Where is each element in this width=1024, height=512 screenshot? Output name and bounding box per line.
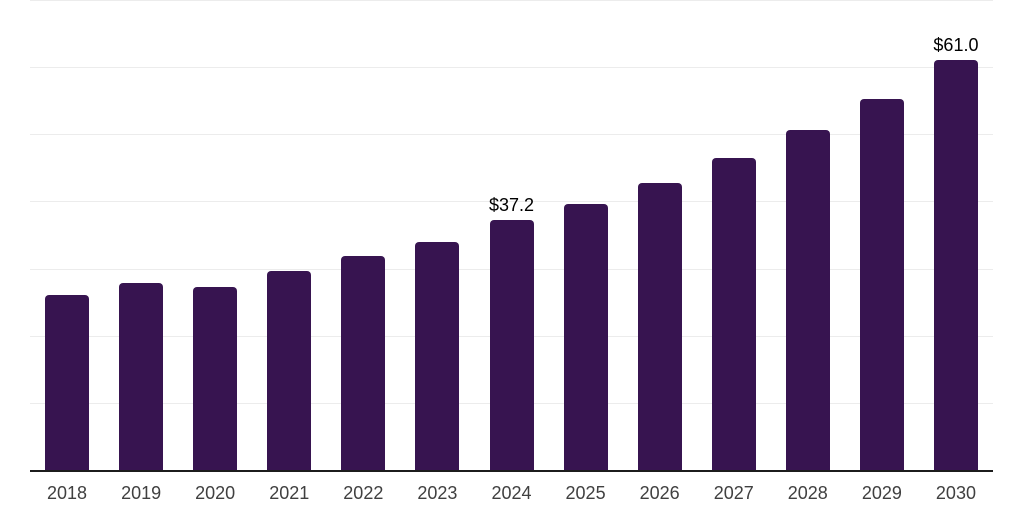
gridline-50 — [30, 134, 993, 136]
x-axis: 2018 2019 2020 2021 2022 2023 2024 2025 2026 2027… — [30, 483, 993, 507]
data-label-2024: $37.2 — [488, 195, 535, 216]
x-tick-label-2020: 2020 — [195, 483, 236, 503]
bar-2022 — [341, 255, 386, 470]
bar-2023 — [415, 241, 460, 470]
x-tick-label-2028: 2028 — [787, 483, 828, 503]
bar-2020 — [193, 287, 238, 470]
x-tick-label-2024: 2024 — [491, 483, 532, 503]
plot-area: $37.2 $61.0 — [30, 0, 993, 472]
x-tick-label-2023: 2023 — [417, 483, 458, 503]
bar-2018 — [45, 295, 90, 470]
x-tick-label-2022: 2022 — [343, 483, 384, 503]
data-label-2030: $61.0 — [933, 35, 979, 56]
bar-2024 — [489, 220, 534, 470]
gridline-70 — [30, 0, 993, 1]
gridline-40 — [30, 201, 993, 203]
x-tick-label-2027: 2027 — [713, 483, 754, 503]
bar-2019 — [119, 282, 164, 470]
x-tick-label-2029: 2029 — [861, 483, 902, 503]
x-tick-label-2018: 2018 — [47, 483, 88, 503]
bar-2026 — [637, 182, 682, 470]
x-tick-label-2019: 2019 — [121, 483, 162, 503]
bar-2030 — [933, 60, 978, 470]
x-tick-label-2030: 2030 — [935, 483, 976, 503]
gridline-60 — [30, 67, 993, 69]
x-tick-label-2026: 2026 — [639, 483, 680, 503]
x-tick-label-2021: 2021 — [269, 483, 310, 503]
bar-2029 — [859, 99, 904, 470]
bar-2025 — [563, 204, 608, 470]
x-tick-label-2025: 2025 — [565, 483, 606, 503]
bar-2028 — [785, 129, 830, 470]
bar-2021 — [267, 271, 312, 470]
bar-2027 — [711, 158, 756, 470]
